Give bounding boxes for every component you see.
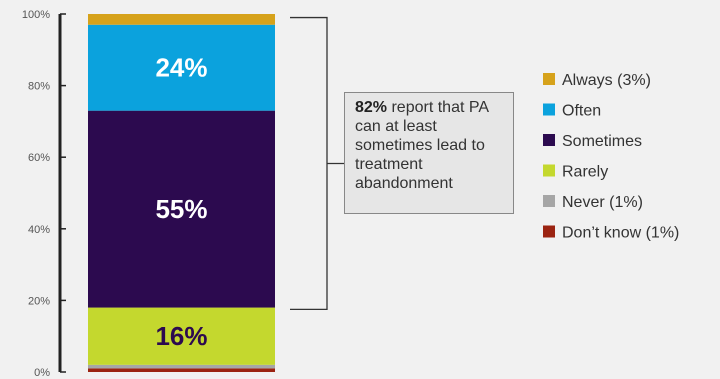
y-tick-label: 80%	[28, 81, 50, 93]
legend-swatch	[543, 73, 555, 85]
legend-swatch	[543, 134, 555, 146]
y-tick-label: 40%	[28, 224, 50, 236]
legend-swatch	[543, 225, 555, 238]
bar-segment-sometimes	[88, 110, 275, 308]
legend-entry: Often	[562, 103, 601, 120]
legend-swatch	[543, 195, 555, 207]
segment-value-label: 16%	[155, 321, 207, 351]
segment-value-label: 55%	[155, 194, 207, 224]
bar-segment-often	[88, 24, 275, 111]
legend-entry: Always (3%)	[562, 72, 651, 89]
legend-swatch	[543, 164, 555, 177]
legend-entry: Rarely	[562, 164, 608, 181]
y-tick-label: 100%	[22, 9, 50, 21]
bracket-line	[290, 16, 328, 310]
y-tick-label: 0%	[34, 367, 50, 379]
bar-segment-don-t-know	[88, 368, 275, 372]
legend-swatch	[543, 103, 555, 116]
y-tick-label: 60%	[28, 152, 50, 164]
y-tick-label: 20%	[28, 295, 50, 307]
bar-segment-always	[88, 14, 275, 25]
callout-highlight: 82%	[355, 99, 388, 116]
segment-value-label: 24%	[155, 53, 207, 83]
bar-segment-rarely	[88, 307, 275, 365]
callout-box: 82% report that PA can at least sometime…	[344, 92, 514, 214]
legend-entry: Never (1%)	[562, 194, 643, 211]
legend-entry: Don’t know (1%)	[562, 225, 679, 242]
legend-entry: Sometimes	[562, 133, 642, 150]
callout-text: report that PA can at least sometimes le…	[355, 99, 489, 192]
bar-segment-never	[88, 364, 275, 369]
